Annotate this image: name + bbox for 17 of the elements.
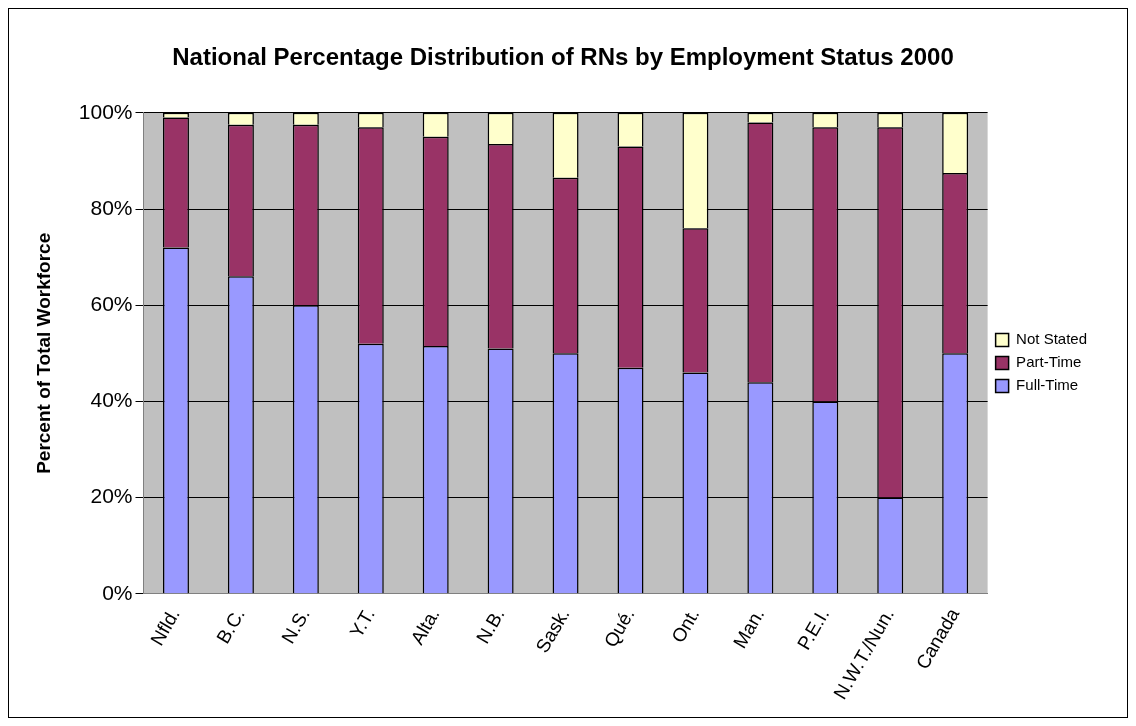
chart-title: National Percentage Distribution of RNs by Employment Status 2000 — [172, 43, 954, 71]
legend-label: Full-Time — [1016, 376, 1079, 394]
y-tick-label: 20% — [90, 484, 133, 508]
y-tick-label: 0% — [102, 580, 133, 604]
x-tick-label: N.S. — [277, 604, 314, 648]
x-tick-label: Alta. — [406, 604, 444, 649]
y-tick-label: 40% — [90, 388, 133, 412]
x-tick-label: N.B. — [471, 604, 509, 648]
x-tick-label: B.C. — [212, 604, 249, 648]
x-tick-label: Ont. — [667, 604, 704, 647]
y-tick-label: 60% — [90, 292, 133, 316]
y-tick-label: 100% — [78, 99, 133, 123]
y-axis-title: Percent of Total Workforce — [32, 232, 54, 474]
y-tick-label: 80% — [90, 195, 133, 219]
legend-label: Part-Time — [1016, 353, 1082, 371]
x-tick-label: Y.T. — [345, 604, 379, 642]
legend-label: Not Stated — [1016, 330, 1088, 348]
